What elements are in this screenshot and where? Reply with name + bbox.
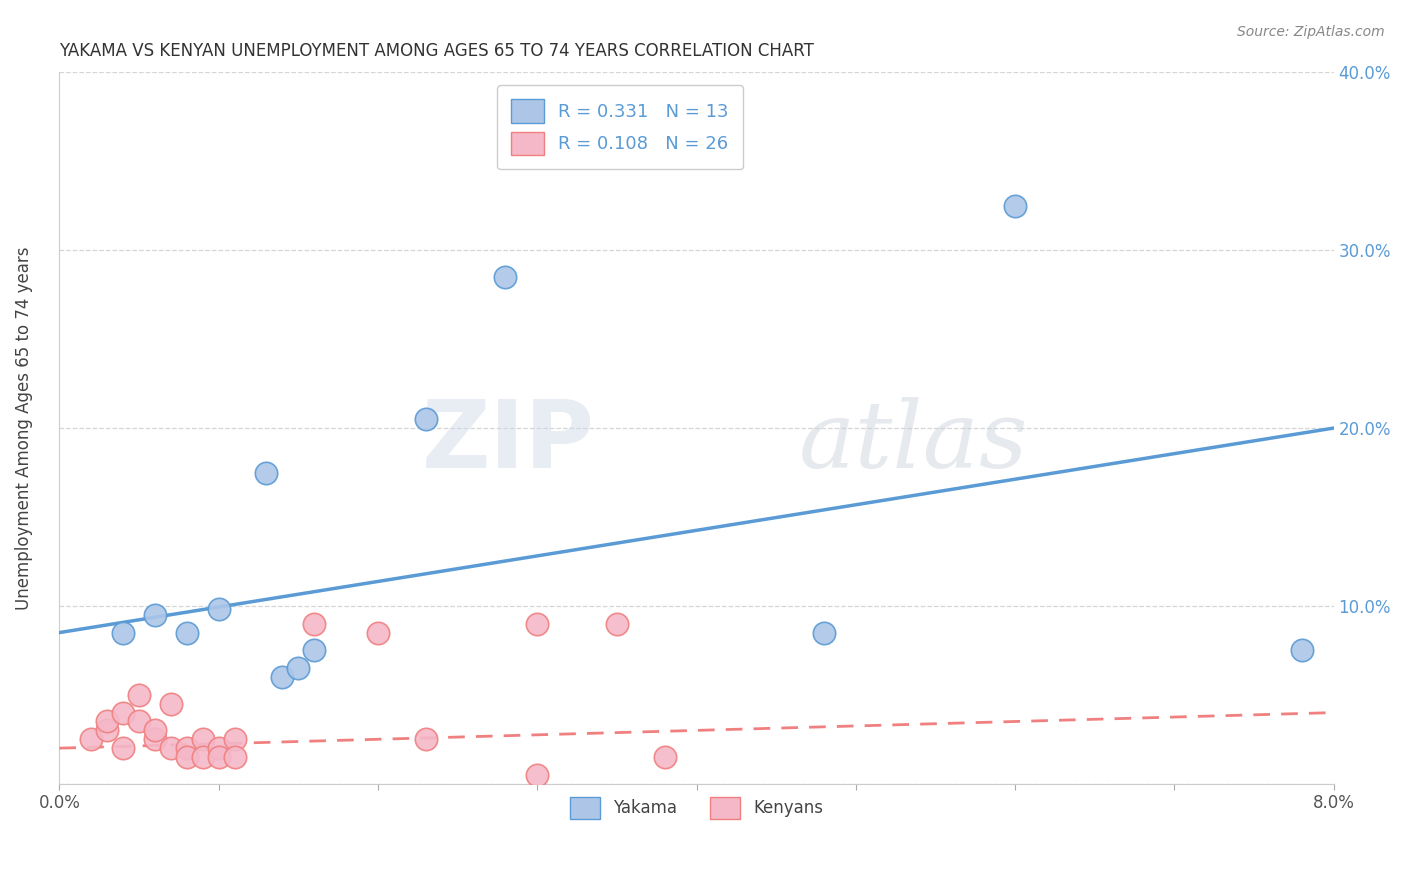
Point	[112, 741, 135, 756]
Y-axis label: Unemployment Among Ages 65 to 74 years: Unemployment Among Ages 65 to 74 years	[15, 246, 32, 610]
Point	[128, 714, 150, 729]
Point	[415, 732, 437, 747]
Point	[112, 625, 135, 640]
Point	[526, 768, 548, 782]
Point	[302, 616, 325, 631]
Point	[256, 466, 278, 480]
Point	[224, 732, 246, 747]
Point	[176, 741, 198, 756]
Point	[271, 670, 294, 684]
Point	[415, 412, 437, 426]
Text: YAKAMA VS KENYAN UNEMPLOYMENT AMONG AGES 65 TO 74 YEARS CORRELATION CHART: YAKAMA VS KENYAN UNEMPLOYMENT AMONG AGES…	[59, 42, 814, 60]
Point	[143, 732, 166, 747]
Point	[191, 732, 214, 747]
Point	[96, 714, 118, 729]
Point	[128, 688, 150, 702]
Point	[1291, 643, 1313, 657]
Point	[208, 602, 231, 616]
Legend: Yakama, Kenyans: Yakama, Kenyans	[562, 790, 830, 825]
Text: atlas: atlas	[799, 397, 1028, 487]
Point	[208, 750, 231, 764]
Text: Source: ZipAtlas.com: Source: ZipAtlas.com	[1237, 25, 1385, 39]
Point	[1004, 199, 1026, 213]
Point	[80, 732, 103, 747]
Point	[176, 625, 198, 640]
Point	[606, 616, 628, 631]
Point	[526, 616, 548, 631]
Point	[224, 750, 246, 764]
Point	[191, 750, 214, 764]
Point	[143, 723, 166, 738]
Text: ZIP: ZIP	[422, 396, 595, 488]
Point	[176, 750, 198, 764]
Point	[208, 741, 231, 756]
Point	[96, 723, 118, 738]
Point	[302, 643, 325, 657]
Point	[367, 625, 389, 640]
Point	[160, 697, 183, 711]
Point	[160, 741, 183, 756]
Point	[813, 625, 835, 640]
Point	[287, 661, 309, 675]
Point	[654, 750, 676, 764]
Point	[143, 607, 166, 622]
Point	[494, 269, 516, 284]
Point	[112, 706, 135, 720]
